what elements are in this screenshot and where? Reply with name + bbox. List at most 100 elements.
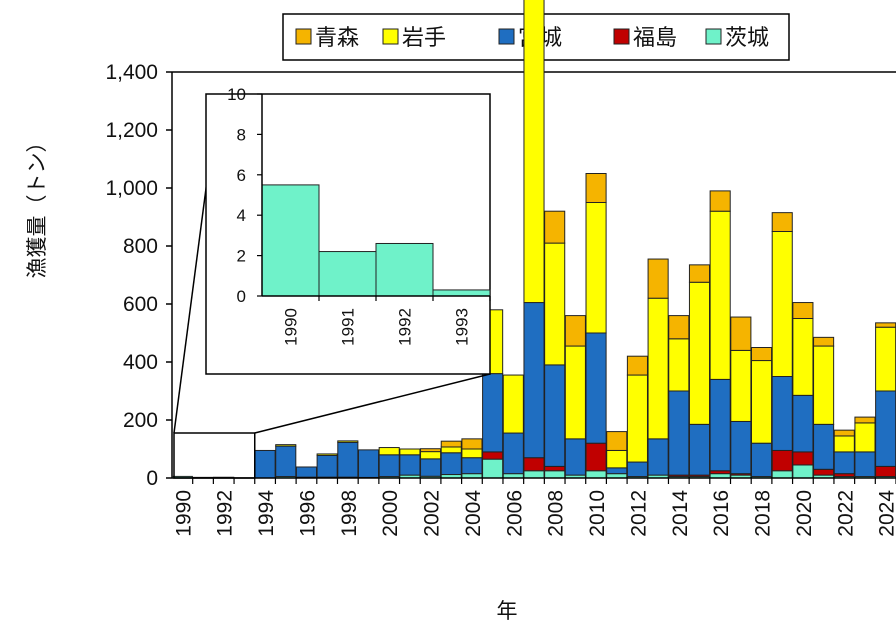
bar-segment [854, 416, 876, 424]
inset-bar [375, 242, 434, 297]
x-tick-label: 2020 [793, 490, 816, 537]
bar-segment [399, 448, 421, 456]
bar-segment [854, 422, 876, 453]
bar-segment [688, 423, 711, 476]
bar-segment [709, 190, 731, 212]
bar-segment [482, 373, 504, 453]
bar-segment [461, 448, 483, 459]
bar-segment [792, 451, 814, 466]
bar-segment [668, 390, 690, 476]
bar-segment [275, 444, 297, 447]
inset-y-tick-label: 4 [237, 206, 246, 225]
bar-segment [730, 316, 752, 351]
bar-segment [813, 345, 835, 425]
bar-segment [502, 432, 524, 475]
bar-segment [378, 447, 400, 456]
bar-segment [523, 0, 545, 304]
inset-bar [261, 184, 320, 297]
bar-segment [606, 467, 628, 475]
bar-segment [792, 394, 814, 453]
legend-label: 岩手 [402, 26, 446, 51]
bar-segment [585, 202, 607, 334]
legend-label: 福島 [633, 26, 677, 51]
bar-segment [337, 440, 359, 443]
bar-segment [482, 451, 504, 460]
bar-segment [813, 468, 835, 476]
bar-segment [399, 454, 421, 476]
bar-segment [854, 451, 876, 478]
bar-segment [461, 457, 483, 475]
bar-segment [647, 258, 669, 299]
bar-segment [544, 364, 566, 467]
bar-segment [771, 212, 793, 232]
inset-y-tick-label: 10 [227, 85, 246, 104]
bar-segment [875, 390, 896, 467]
y-tick-label: 1,200 [105, 119, 158, 142]
main-bars [171, 0, 896, 479]
bar-segment [771, 231, 793, 377]
bar-segment [792, 318, 814, 396]
bar-segment [482, 458, 504, 479]
bar-segment [564, 345, 586, 440]
bar-segment [709, 378, 731, 472]
bar-segment [295, 466, 317, 478]
x-tick-label: 1990 [172, 490, 195, 537]
x-tick-label: 1998 [338, 490, 361, 537]
x-tick-label: 2000 [379, 490, 402, 537]
bar-segment [316, 454, 338, 478]
inset-y-tick-label: 8 [237, 125, 246, 144]
bar-segment [420, 451, 442, 460]
bar-segment [606, 431, 628, 451]
x-axis-title: 年 [497, 599, 518, 623]
bar-segment [875, 465, 896, 478]
bar-segment [751, 442, 773, 478]
bar-segment [813, 336, 835, 347]
bar-segment [833, 429, 855, 437]
legend-swatch [295, 28, 312, 45]
bar-segment [668, 315, 690, 340]
bar-segment [254, 449, 276, 479]
bar-segment [647, 297, 669, 440]
y-tick-label: 0 [146, 467, 158, 490]
inset-x-tick-label: 1993 [453, 308, 472, 346]
bar-segment [585, 173, 607, 203]
legend-swatch [382, 28, 399, 45]
inset-x-tick-label: 1991 [339, 308, 358, 346]
bar-segment [792, 464, 814, 479]
bar-segment [833, 435, 855, 453]
zoom-line-right [254, 373, 491, 434]
bar-segment [585, 470, 607, 479]
x-tick-label: 2018 [752, 490, 775, 537]
main-axes: 0 200 400 600 800 1,000 1,200 1,400 1990 1992 1994… [105, 61, 896, 537]
legend-label: 茨城 [725, 26, 769, 51]
bar-segment [626, 355, 648, 376]
bar-segment [357, 449, 380, 478]
bar-segment [440, 446, 462, 454]
inset-y-tick-label: 6 [237, 166, 246, 185]
bar-segment [668, 338, 690, 392]
bar-segment [544, 242, 566, 366]
bar-segment [275, 445, 297, 478]
x-tick-label: 1996 [296, 490, 319, 537]
bar-segment [792, 302, 814, 319]
x-tick-label: 2002 [421, 490, 444, 537]
inset-x-tick-label: 1990 [282, 308, 301, 346]
bar-segment [564, 438, 586, 476]
bar-segment [440, 452, 462, 476]
bar-segment [771, 449, 793, 472]
bar-segment [875, 322, 896, 328]
bar-segment [440, 440, 462, 448]
x-tick-label: 2012 [627, 490, 650, 537]
bar-segment [502, 374, 524, 434]
zoom-connector [173, 157, 491, 479]
bar-segment [523, 302, 545, 459]
bar-segment [544, 210, 566, 244]
bar-segment [771, 470, 793, 479]
bar-segment [585, 332, 607, 444]
bar-segment [378, 454, 400, 478]
x-tick-label: 2022 [834, 490, 857, 537]
bar-segment [626, 461, 648, 478]
inset-y-tick-label: 0 [237, 287, 246, 306]
bar-segment [316, 453, 338, 456]
